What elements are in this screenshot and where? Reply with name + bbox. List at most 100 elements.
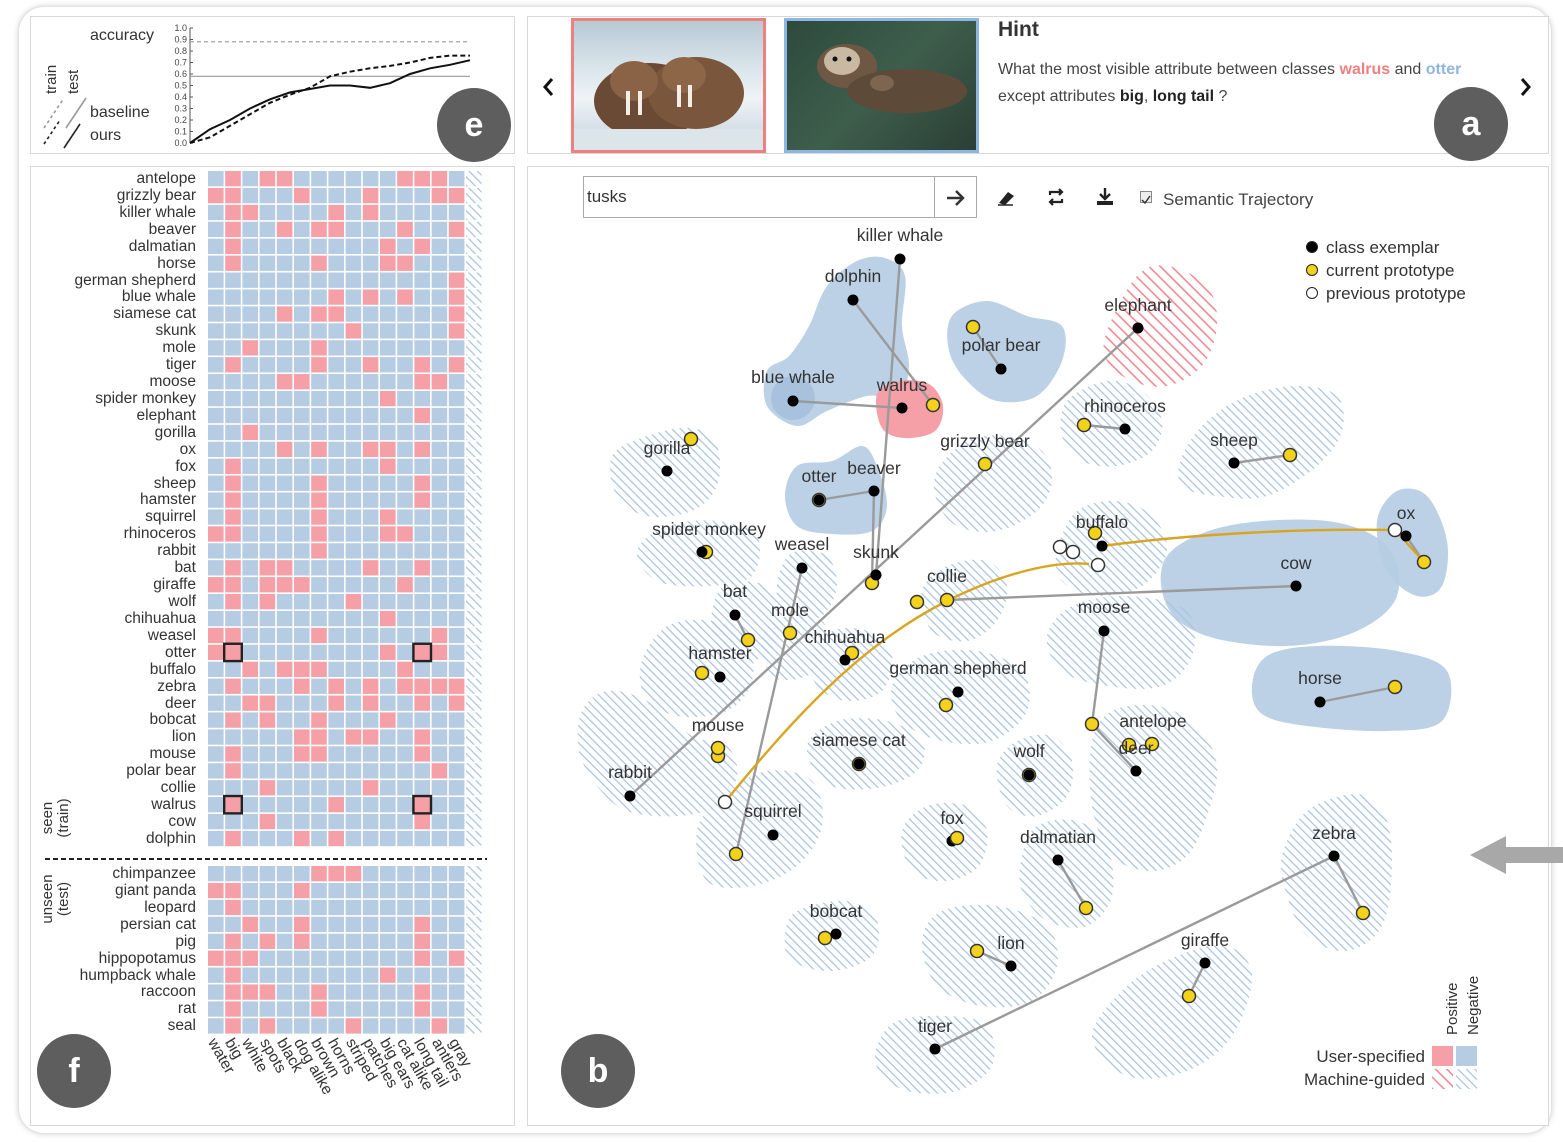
matrix-cell[interactable] (431, 763, 448, 779)
matrix-cell[interactable] (208, 424, 224, 441)
matrix-cell[interactable] (276, 695, 293, 711)
matrix-cell[interactable] (448, 678, 465, 694)
matrix-cell[interactable] (380, 306, 396, 322)
matrix-cell[interactable] (259, 374, 276, 390)
matrix-cell[interactable] (466, 272, 482, 288)
matrix-cell[interactable] (276, 967, 293, 983)
matrix-cell[interactable] (328, 780, 344, 796)
matrix-cell[interactable] (466, 627, 482, 644)
matrix-cell[interactable] (276, 407, 293, 424)
matrix-cell[interactable] (208, 984, 224, 1000)
matrix-cell[interactable] (311, 661, 327, 677)
matrix-cell[interactable] (397, 255, 413, 271)
matrix-cell[interactable] (448, 492, 465, 508)
matrix-cell[interactable] (242, 933, 258, 949)
matrix-cell[interactable] (380, 509, 396, 525)
matrix-cell[interactable] (294, 560, 310, 576)
matrix-cell[interactable] (448, 543, 465, 559)
class-region-weasel[interactable] (776, 550, 838, 623)
class-region-elephant[interactable] (1103, 265, 1218, 387)
class-exemplar[interactable] (1052, 854, 1064, 866)
matrix-cell[interactable] (414, 238, 430, 254)
matrix-cell[interactable] (414, 323, 430, 339)
matrix-cell[interactable] (276, 577, 293, 593)
matrix-cell[interactable] (208, 543, 224, 559)
matrix-cell[interactable] (242, 594, 258, 610)
matrix-cell[interactable] (431, 899, 448, 916)
matrix-cell[interactable] (208, 221, 224, 238)
matrix-cell[interactable] (242, 916, 258, 933)
matrix-cell[interactable] (431, 577, 448, 593)
matrix-cell[interactable] (345, 340, 362, 356)
matrix-cell[interactable] (466, 306, 482, 322)
matrix-cell[interactable] (225, 1001, 241, 1017)
matrix-cell[interactable] (208, 813, 224, 830)
matrix-cell[interactable] (345, 967, 362, 983)
matrix-cell[interactable] (242, 272, 258, 288)
matrix-cell[interactable] (276, 323, 293, 339)
class-exemplar[interactable] (868, 485, 880, 497)
matrix-cell[interactable] (397, 424, 413, 441)
matrix-row-label[interactable]: otter (164, 643, 196, 661)
matrix-cell[interactable] (345, 374, 362, 390)
matrix-row-label[interactable]: chihuahua (124, 609, 196, 627)
matrix-cell[interactable] (225, 813, 241, 830)
matrix-cell[interactable] (414, 357, 430, 373)
matrix-cell[interactable] (259, 866, 276, 882)
matrix-cell[interactable] (225, 830, 241, 847)
matrix-cell[interactable] (345, 475, 362, 491)
matrix-cell[interactable] (362, 594, 379, 610)
matrix-cell[interactable] (414, 272, 430, 288)
matrix-cell[interactable] (328, 1001, 344, 1017)
matrix-row-label[interactable]: dalmatian (128, 237, 196, 255)
previous-prototype[interactable] (1052, 539, 1068, 555)
matrix-cell[interactable] (328, 712, 344, 728)
matrix-cell[interactable] (448, 1001, 465, 1017)
matrix-cell[interactable] (225, 882, 241, 899)
matrix-cell[interactable] (276, 357, 293, 373)
matrix-cell[interactable] (225, 763, 241, 779)
matrix-cell[interactable] (328, 187, 344, 204)
current-prototype[interactable] (909, 594, 925, 610)
matrix-cell[interactable] (276, 866, 293, 882)
matrix-cell[interactable] (276, 763, 293, 779)
matrix-cell[interactable] (242, 458, 258, 474)
current-prototype[interactable] (694, 665, 710, 681)
matrix-cell[interactable] (414, 984, 430, 1000)
matrix-cell[interactable] (466, 509, 482, 525)
matrix-cell[interactable] (259, 644, 276, 661)
matrix-cell[interactable] (225, 458, 241, 474)
matrix-cell[interactable] (448, 899, 465, 916)
matrix-cell[interactable] (397, 763, 413, 779)
matrix-cell[interactable] (414, 627, 430, 644)
matrix-cell[interactable] (208, 374, 224, 390)
matrix-cell[interactable] (294, 933, 310, 949)
matrix-cell[interactable] (311, 238, 327, 254)
matrix-cell[interactable] (311, 916, 327, 933)
matrix-cell[interactable] (294, 695, 310, 711)
matrix-cell[interactable] (328, 306, 344, 322)
matrix-cell[interactable] (311, 374, 327, 390)
matrix-row-label[interactable]: spider monkey (95, 389, 196, 407)
matrix-cell[interactable] (397, 644, 413, 661)
matrix-cell[interactable] (466, 763, 482, 779)
download-button[interactable] (1094, 186, 1116, 208)
matrix-cell[interactable] (448, 187, 465, 204)
matrix-cell[interactable] (380, 882, 396, 899)
matrix-cell[interactable] (208, 526, 224, 542)
matrix-cell[interactable] (328, 289, 344, 305)
matrix-cell[interactable] (242, 543, 258, 559)
matrix-cell[interactable] (294, 221, 310, 238)
matrix-cell[interactable] (225, 357, 241, 373)
current-prototype[interactable] (1282, 447, 1298, 463)
matrix-cell[interactable] (397, 933, 413, 949)
matrix-cell[interactable] (259, 661, 276, 677)
matrix-cell[interactable] (397, 238, 413, 254)
matrix-cell[interactable] (397, 407, 413, 424)
matrix-cell[interactable] (259, 171, 276, 187)
class-exemplar[interactable] (1328, 850, 1340, 862)
matrix-cell[interactable] (276, 984, 293, 1000)
matrix-cell[interactable] (362, 340, 379, 356)
matrix-cell[interactable] (397, 627, 413, 644)
matrix-cell[interactable] (397, 526, 413, 542)
